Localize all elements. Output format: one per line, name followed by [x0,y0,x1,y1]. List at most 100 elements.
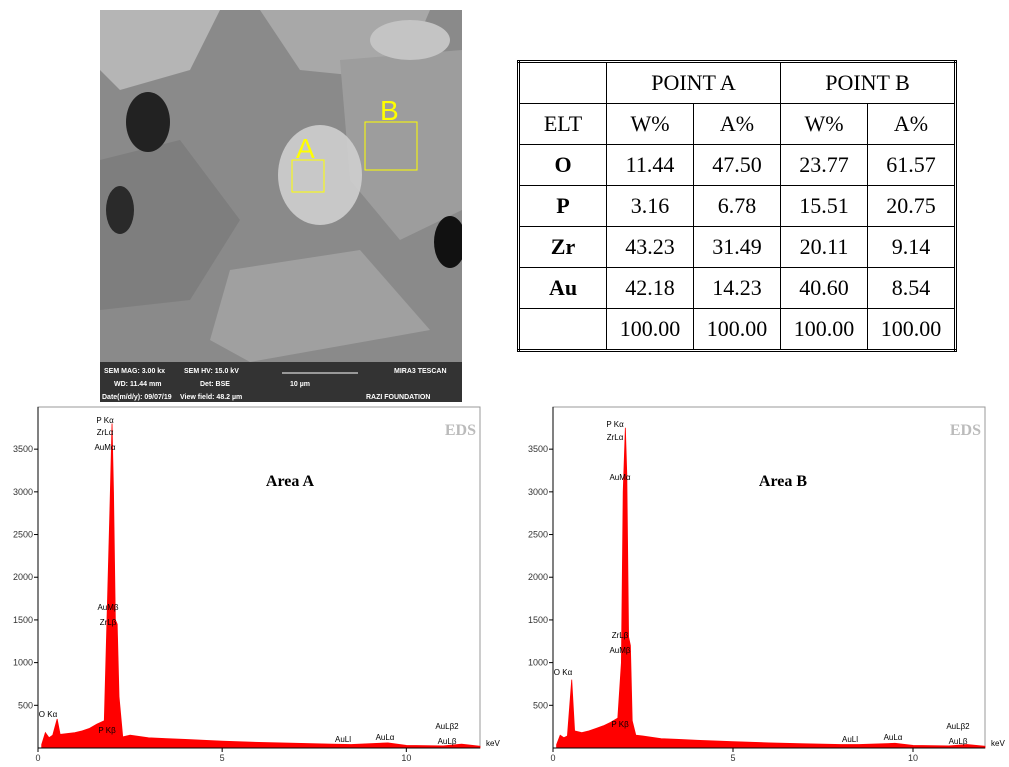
spectrum: 500 1000 1500 2000 2500 3000 3500 0 5 10 keV EDS Are… [505,405,1009,767]
header-cell: POINT A [607,62,781,104]
cell: 100.00 [781,309,868,351]
x-tick-label: 0 [35,753,40,763]
peak-label: P Kα [606,420,624,429]
cell: 14.23 [694,268,781,309]
peak-label: P Kβ [611,720,629,729]
plot-frame [38,407,480,748]
x-axis-label: keV [486,739,500,748]
peak-label: P Kα [96,416,114,425]
cell: 6.78 [694,186,781,227]
y-tick-label: 2000 [528,572,548,582]
y-tick-label: 1000 [13,658,33,668]
cell: A% [868,104,956,145]
cell: 15.51 [781,186,868,227]
x-axis-label: keV [991,739,1005,748]
peak-label: AuLα [884,733,903,742]
y-tick-label: 3500 [528,444,548,454]
x-tick-label: 0 [550,753,555,763]
cell: 11.44 [607,145,694,186]
cell: 100.00 [694,309,781,351]
peak-label: AuLβ2 [946,722,970,731]
cell: 40.60 [781,268,868,309]
y-tick-label: 3000 [528,487,548,497]
peak-label: AuLβ2 [435,722,459,731]
cell: 61.57 [868,145,956,186]
sem-image: A B SEM MAG: 3.00 kx SEM HV: 15.0 kV MIR… [100,10,462,402]
info: WD: 11.44 mm [114,381,161,388]
x-tick-label: 10 [401,753,411,763]
peak-label: AuLl [335,735,351,744]
y-tick-label: 3500 [13,444,33,454]
cell: 100.00 [607,309,694,351]
peak-label: AuMβ [609,646,630,655]
x-tick-label: 5 [730,753,735,763]
cell: 3.16 [607,186,694,227]
peak-label: ZrLα [97,428,114,437]
cell: 8.54 [868,268,956,309]
peak-label: O Kα [39,710,58,719]
peak-label: ZrLα [607,433,624,442]
info: Date(m/d/y): 09/07/19 [102,394,172,401]
cell: 20.75 [868,186,956,227]
peak-label: AuMβ [97,603,118,612]
x-tick-label: 5 [220,753,225,763]
cell [519,309,607,351]
peak-label: AuLβ [949,737,968,746]
cell: O [519,145,607,186]
peak-label: AuLl [842,735,858,744]
info: Det: BSE [200,381,230,388]
x-tick-label: 10 [908,753,918,763]
cell: 9.14 [868,227,956,268]
peak-label: AuLβ [438,737,457,746]
cell: 31.49 [694,227,781,268]
watermark: EDS [950,422,981,439]
spectrum-area [42,424,480,748]
cell: ELT [519,104,607,145]
info: 10 µm [290,381,310,388]
y-tick-label: 2000 [13,572,33,582]
peak-label: AuMα [94,443,115,452]
peak-label: AuMα [609,473,630,482]
spectrum: 500 1000 1500 2000 2500 3000 3500 0 5 10 keV EDS Are… [0,405,500,767]
y-tick-label: 2500 [528,530,548,540]
info: View field: 48.2 µm [180,394,242,401]
chart-title: Area B [759,473,807,490]
info: MIRA3 TESCAN [394,368,447,375]
chart-title: Area A [266,473,315,490]
cell: 100.00 [868,309,956,351]
header-cell: POINT B [781,62,956,104]
cell: P [519,186,607,227]
cell: Au [519,268,607,309]
info: RAZI FOUNDATION [366,394,430,401]
info: SEM HV: 15.0 kV [184,368,239,375]
cell: W% [781,104,868,145]
peak-label: AuLα [376,733,395,742]
marker: B [380,95,399,126]
cell [519,62,607,104]
peak-label: O Kα [554,668,573,677]
marker: A [296,133,315,164]
page: A B SEM MAG: 3.00 kx SEM HV: 15.0 kV MIR… [0,0,1009,767]
y-tick-label: 500 [533,700,548,710]
y-tick-label: 1500 [13,615,33,625]
cell: A% [694,104,781,145]
cell: Zr [519,227,607,268]
y-tick-label: 1500 [528,615,548,625]
watermark: EDS [445,422,476,439]
cell: 47.50 [694,145,781,186]
cell: W% [607,104,694,145]
plot-frame [553,407,985,748]
y-tick-label: 3000 [13,487,33,497]
peak-label: ZrLβ [100,618,117,627]
peak-label: ZrLβ [612,631,629,640]
peak-label: P Kβ [98,726,116,735]
y-tick-label: 500 [18,700,33,710]
y-tick-label: 2500 [13,530,33,540]
cell: 42.18 [607,268,694,309]
info: SEM MAG: 3.00 kx [104,368,165,375]
cell: 23.77 [781,145,868,186]
cell: 20.11 [781,227,868,268]
y-tick-label: 1000 [528,658,548,668]
cell: 43.23 [607,227,694,268]
